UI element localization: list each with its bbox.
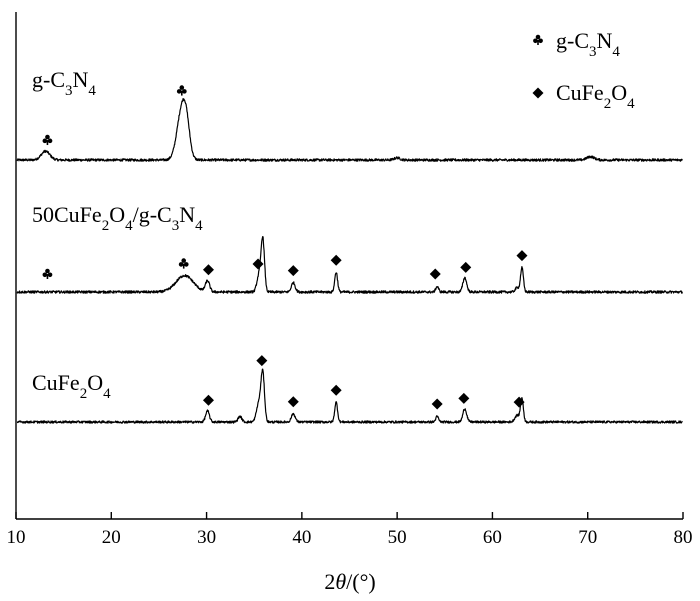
series-label-3: CuFe2O4 [32,370,111,402]
legend-club-marker [533,34,543,45]
x-tick-label: 40 [292,527,311,548]
legend-diamond-marker [532,87,544,99]
xrd-trace-3 [16,368,683,424]
diamond-marker [256,355,268,367]
diamond-marker [252,258,264,270]
x-tick-label: 60 [483,527,502,548]
club-marker [176,85,187,96]
diamond-marker [516,250,528,262]
axes: 10 20 30 40 50 60 70 80 2θ/(°) [7,12,693,594]
diamond-marker [202,394,214,406]
diamond-marker [513,396,525,408]
x-axis-title: 2θ/(°) [324,569,375,594]
x-tick-label: 30 [197,527,216,548]
x-tick-label: 70 [578,527,597,548]
x-tick-label: 10 [7,527,26,548]
club-marker [42,268,53,279]
peak-markers [42,85,528,410]
diamond-marker [287,265,299,277]
legend-entry-label: CuFe2O4 [556,80,635,112]
club-marker [178,258,189,269]
diamond-marker [458,392,470,404]
legend-entry-label: g-C3N4 [556,28,620,60]
x-tick-label: 50 [388,527,407,548]
series-label-1: g-C3N4 [32,67,96,99]
x-tick-label: 20 [102,527,121,548]
diamond-marker [429,268,441,280]
xrd-trace-1 [16,98,683,162]
x-tick-label: 80 [674,527,693,548]
traces [16,98,683,424]
diamond-marker [287,396,299,408]
series-label-2: 50CuFe2O4/g-C3N4 [32,202,203,234]
series-labels: g-C3N4 50CuFe2O4/g-C3N4 CuFe2O4 [32,67,203,402]
diamond-marker [431,398,443,410]
diamond-marker [202,264,214,276]
diamond-marker [330,384,342,396]
diamond-marker [460,261,472,273]
xrd-trace-2 [16,236,683,294]
legend: g-C3N4 CuFe2O4 [532,28,635,112]
diamond-marker [330,254,342,266]
club-marker [42,134,53,146]
